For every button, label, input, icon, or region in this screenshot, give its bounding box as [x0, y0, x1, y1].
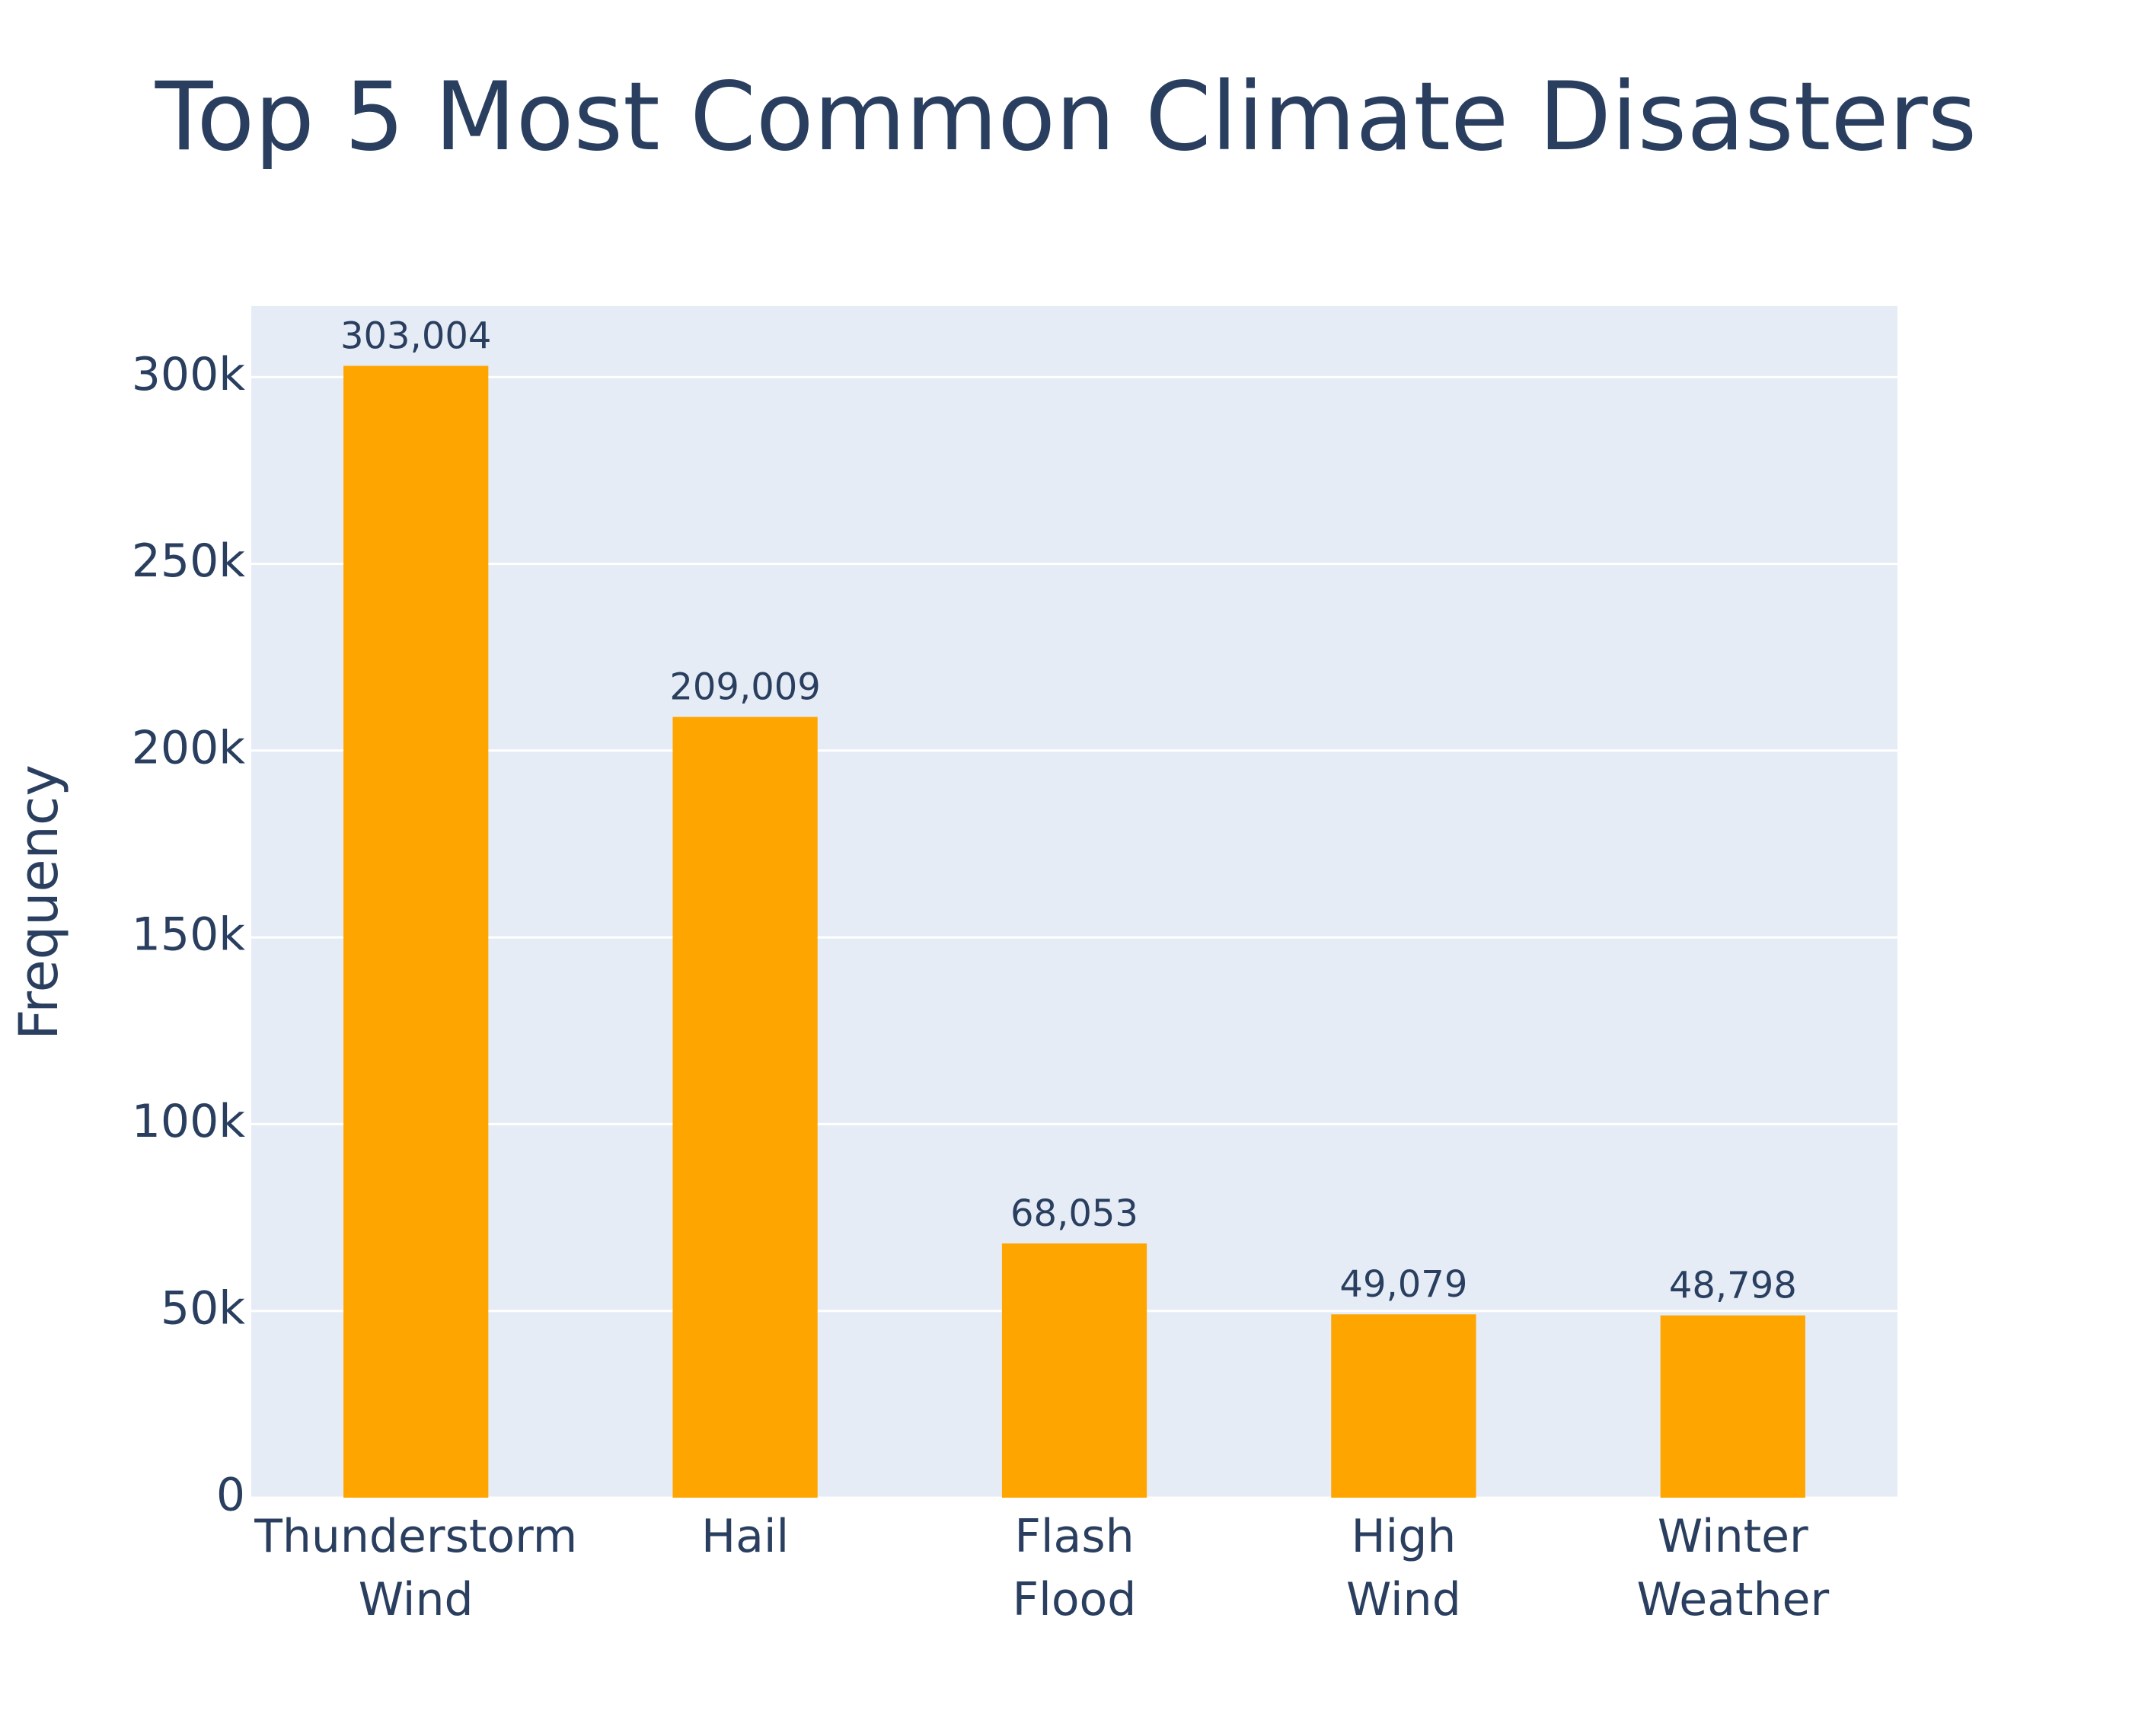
value-label: 49,079 — [1339, 1263, 1467, 1306]
y-tick-label: 0 — [216, 1469, 245, 1522]
bar — [1331, 1314, 1476, 1498]
x-tick-label: Hail — [701, 1510, 790, 1563]
y-tick-label: 150k — [132, 908, 246, 962]
value-label: 48,798 — [1669, 1265, 1797, 1307]
value-label: 209,009 — [669, 666, 821, 709]
x-tick-label: High Wind — [1346, 1510, 1461, 1626]
y-axis-title: Frequency — [8, 764, 70, 1040]
y-tick-label: 100k — [132, 1095, 246, 1148]
y-tick-label: 300k — [132, 348, 246, 401]
value-label: 303,004 — [340, 314, 492, 357]
bar — [1001, 1243, 1147, 1498]
bar — [343, 365, 489, 1498]
y-tick-label: 50k — [161, 1281, 245, 1335]
bar — [672, 716, 818, 1498]
x-tick-label: Thunderstorm Wind — [254, 1510, 578, 1626]
x-tick-label: Flash Flood — [1012, 1510, 1137, 1626]
bar — [1660, 1315, 1805, 1498]
value-label: 68,053 — [1010, 1192, 1138, 1235]
y-tick-label: 250k — [132, 535, 246, 588]
x-tick-label: Winter Weather — [1636, 1510, 1830, 1626]
y-tick-label: 200k — [132, 721, 246, 774]
chart-title: Top 5 Most Common Climate Disasters — [155, 62, 1977, 172]
